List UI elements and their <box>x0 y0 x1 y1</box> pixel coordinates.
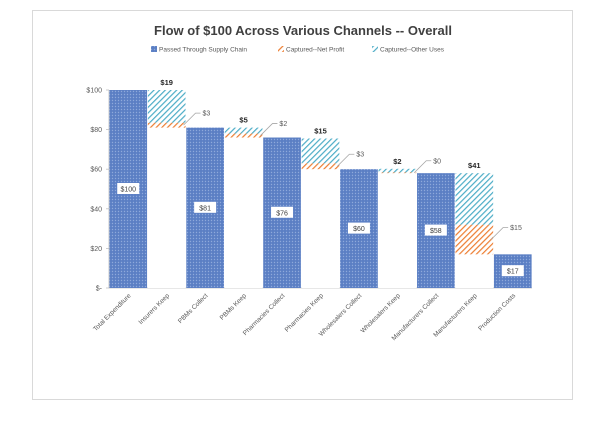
data-label-wholesalers-collect: $60 <box>353 226 365 233</box>
legend-swatch-pass-through <box>151 46 157 52</box>
y-tick-label: $100 <box>86 88 102 95</box>
data-label-total-expenditure: $100 <box>120 187 136 194</box>
legend-swatch-net-profit <box>278 46 284 52</box>
bar-other-uses-pharmacies-keep <box>301 138 340 164</box>
data-label-box <box>424 224 447 236</box>
x-tick-label-production-costs: Production Costs <box>477 292 517 332</box>
total-label-pharmacies-keep: $15 <box>314 127 327 136</box>
data-label-pharmacies-collect: $76 <box>276 210 288 217</box>
bar-other-uses-manufacturers-keep <box>455 173 494 225</box>
bar-invisible-base-pharmacies-keep <box>301 169 340 288</box>
data-label-box <box>194 201 217 213</box>
legend-swatch-other-uses <box>372 46 378 52</box>
bar-net-profit-manufacturers-keep <box>455 224 494 255</box>
x-tick-label-pharmacies-collect: Pharmacies Collect <box>242 292 287 337</box>
x-tick-label-wholesalers-collect: Wholesalers Collect <box>318 292 364 338</box>
leader-line-pbms-keep <box>260 123 278 136</box>
net-profit-label-pbms-keep: $2 <box>279 121 287 128</box>
chart-title: Flow of $100 Across Various Channels -- … <box>154 23 452 38</box>
x-tick-label-insurers-keep: Insurers Keep <box>138 292 172 326</box>
bar-other-uses-pbms-keep <box>224 127 263 134</box>
legend-label-net-profit: Captured--Net Profit <box>286 47 344 54</box>
legend: Passed Through Supply Chain Captured--Ne… <box>151 46 445 54</box>
bar-other-uses-insurers-keep <box>147 90 186 123</box>
net-profit-label-insurers-keep: $3 <box>203 111 211 118</box>
y-tick-label: $20 <box>90 246 102 253</box>
bar-invisible-base-insurers-keep <box>147 127 186 289</box>
net-profit-label-wholesalers-keep: $0 <box>433 158 441 165</box>
data-label-box <box>117 183 140 194</box>
data-label-manufacturers-collect: $58 <box>430 228 442 235</box>
legend-label-other-uses: Captured--Other Uses <box>380 47 445 54</box>
total-label-pbms-keep: $5 <box>239 116 247 125</box>
x-tick-label-pbms-collect: PBMs Collect <box>177 292 210 325</box>
leader-line-pharmacies-keep <box>337 153 355 167</box>
x-tick-label-total-expenditure: Total Expenditure <box>92 292 133 333</box>
total-label-insurers-keep: $19 <box>160 78 173 87</box>
data-label-box <box>347 222 370 234</box>
bar-invisible-base-manufacturers-keep <box>455 254 494 288</box>
bar-invisible-base-pbms-keep <box>224 137 263 288</box>
x-tick-label-wholesalers-keep: Wholesalers Keep <box>360 292 403 335</box>
x-tick-label-pharmacies-keep: Pharmacies Keep <box>284 292 326 334</box>
total-label-manufacturers-keep: $41 <box>468 161 481 170</box>
leader-line-manufacturers-keep <box>490 227 509 240</box>
bar-net-profit-insurers-keep <box>147 122 186 128</box>
bar-net-profit-pbms-keep <box>224 133 263 138</box>
data-label-pbms-collect: $81 <box>199 205 211 212</box>
leader-line-insurers-keep <box>183 112 201 126</box>
total-label-wholesalers-keep: $2 <box>393 157 401 166</box>
y-tick-label: $- <box>96 286 103 293</box>
bar-net-profit-wholesalers-keep <box>378 172 417 174</box>
net-profit-label-pharmacies-keep: $3 <box>356 152 364 159</box>
x-tick-label-manufacturers-keep: Manufacturers Keep <box>432 292 479 339</box>
x-tick-label-pbms-keep: PBMs Keep <box>219 292 248 321</box>
data-label-box <box>271 206 294 218</box>
bar-invisible-base-wholesalers-keep <box>378 173 417 288</box>
bar-other-uses-wholesalers-keep <box>378 168 417 173</box>
leader-line-wholesalers-keep <box>413 160 432 174</box>
legend-label-pass-through: Passed Through Supply Chain <box>159 47 247 54</box>
y-tick-label: $60 <box>90 167 102 174</box>
data-label-production-costs: $17 <box>507 269 519 276</box>
data-label-box <box>501 265 524 277</box>
bar-net-profit-pharmacies-keep <box>301 163 340 170</box>
y-tick-label: $80 <box>90 127 102 134</box>
net-profit-label-manufacturers-keep: $15 <box>510 225 522 232</box>
y-tick-label: $40 <box>90 206 102 213</box>
